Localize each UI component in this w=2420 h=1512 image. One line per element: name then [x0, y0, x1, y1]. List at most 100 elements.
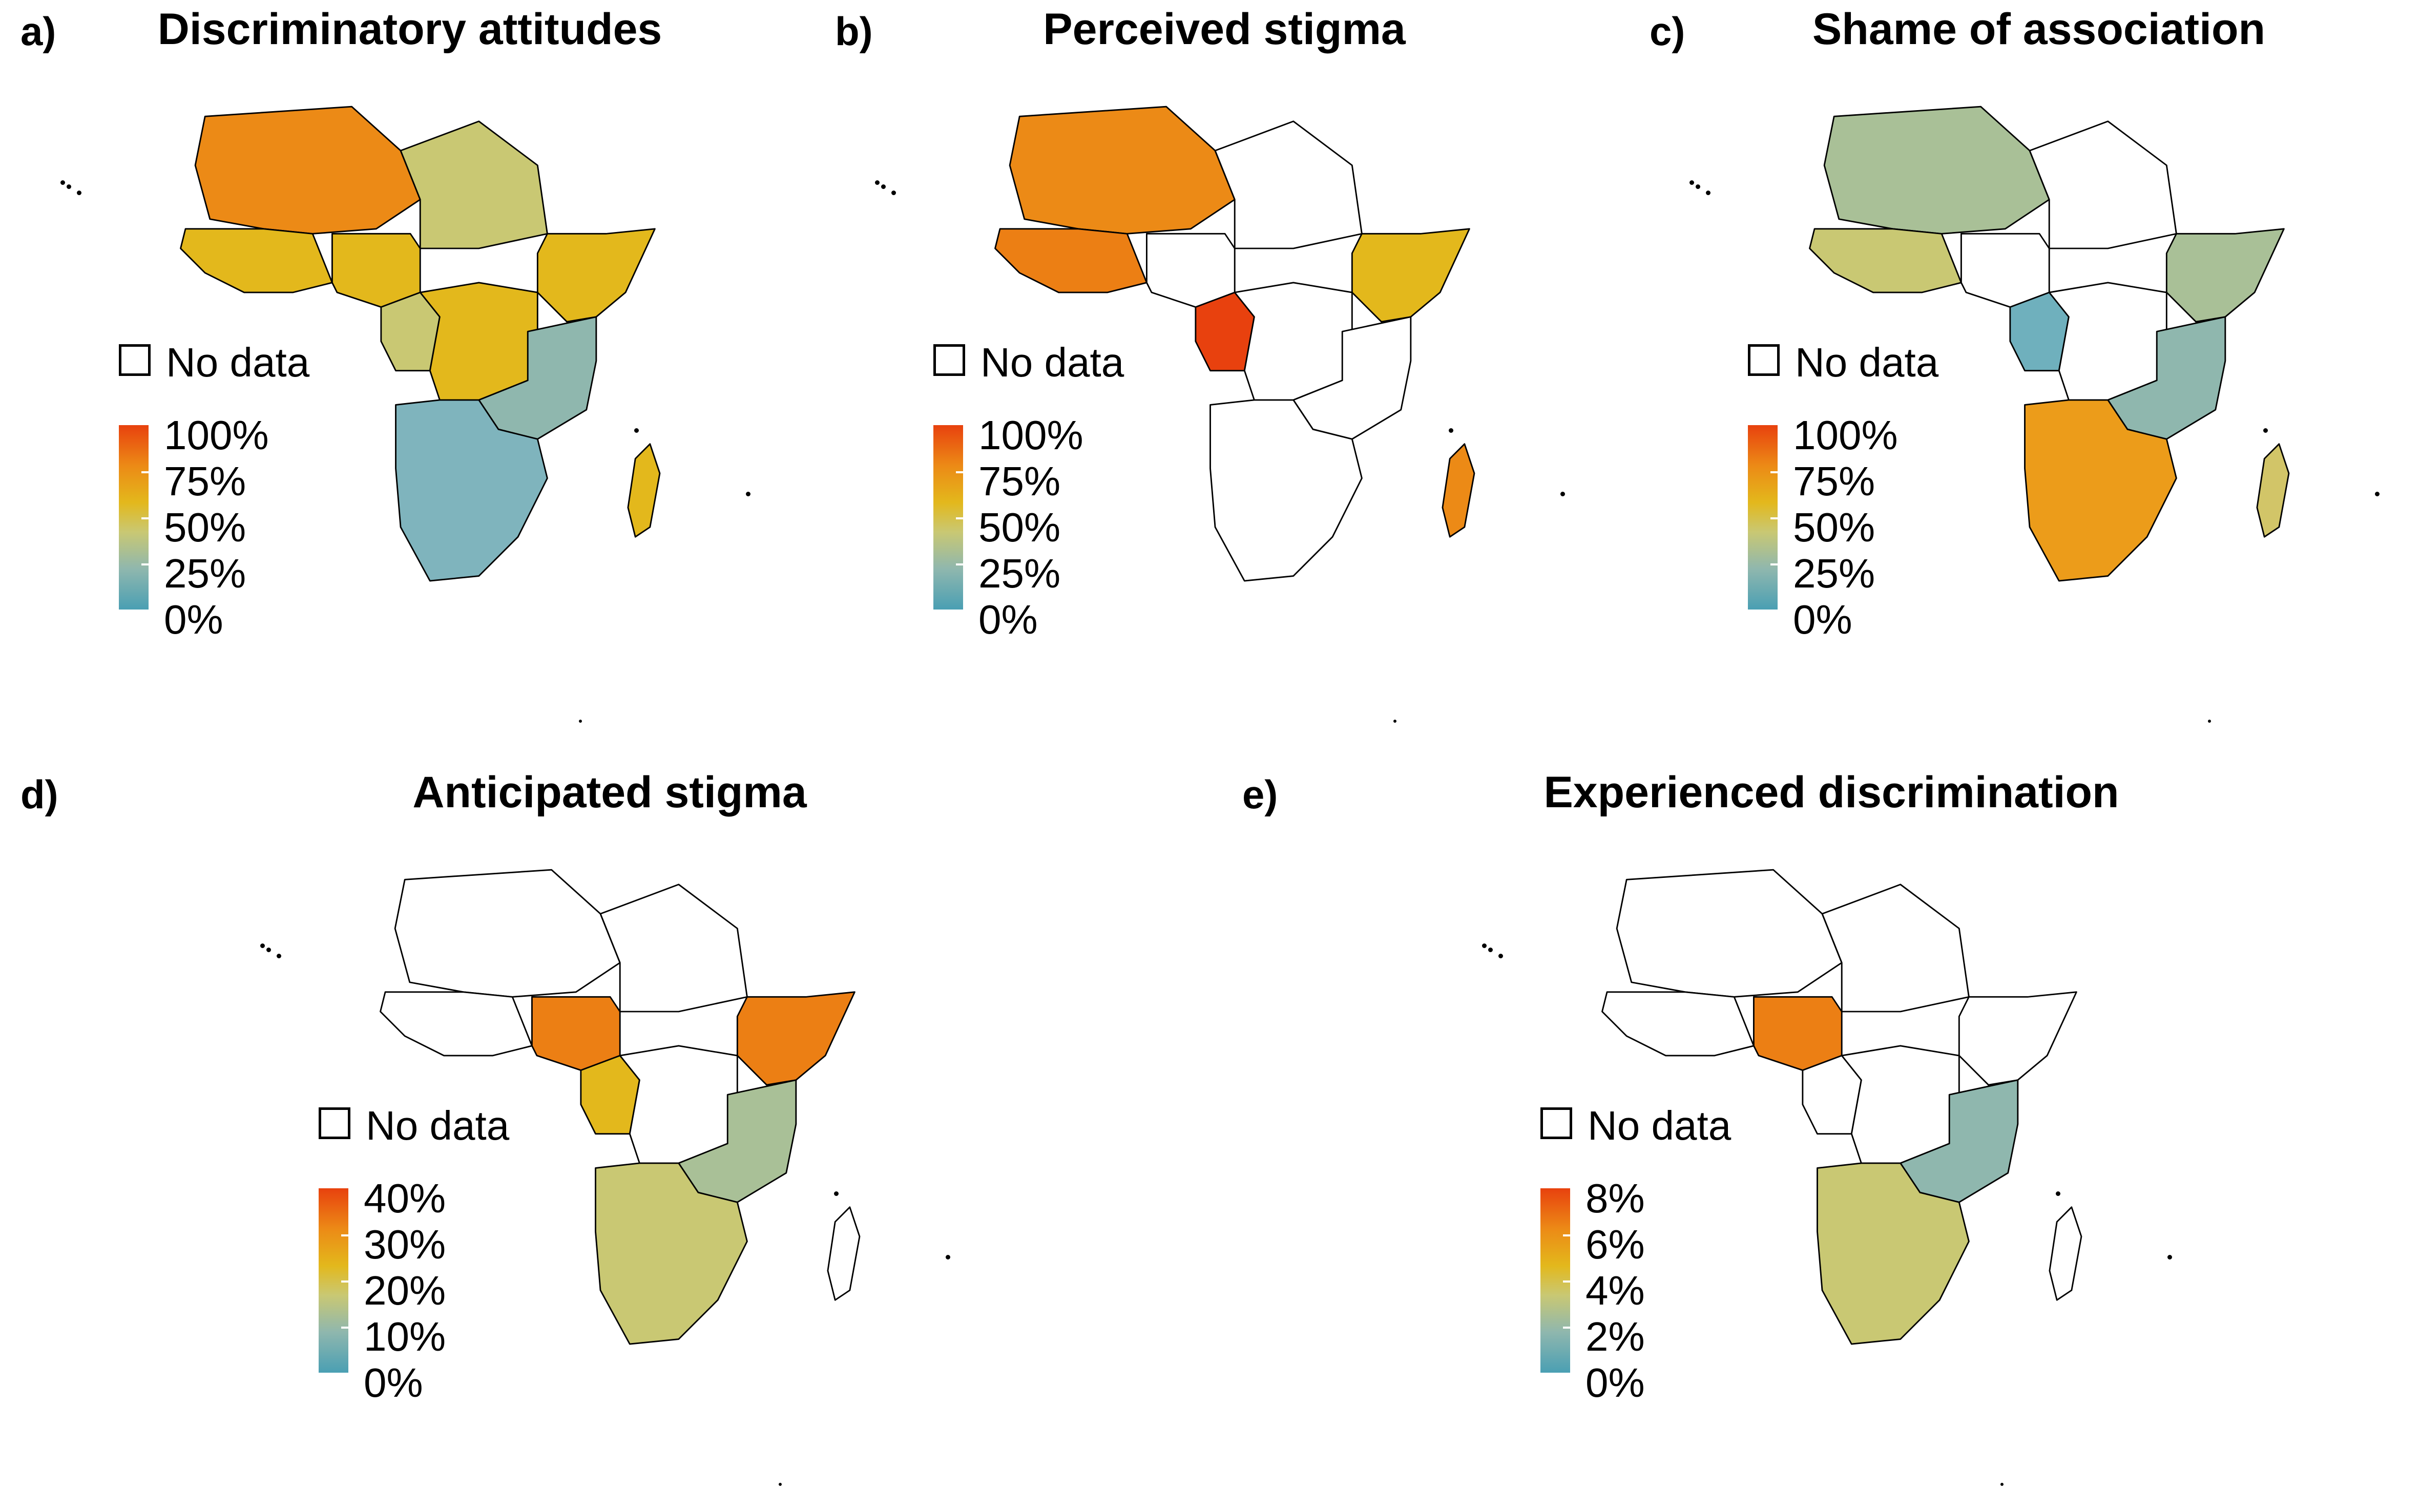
island-marker: [1393, 720, 1396, 723]
panel-letter: a): [20, 9, 56, 54]
scale-tick-mark: [956, 563, 963, 565]
scale-tick-label: 50%: [978, 505, 1061, 550]
scale-tick-label: 10%: [364, 1314, 446, 1359]
region-west: [380, 991, 533, 1057]
region-sahel-e: [400, 120, 548, 249]
scale-tick-label: 30%: [364, 1222, 446, 1267]
region-nigeria: [1145, 233, 1236, 308]
region-central: [619, 1045, 738, 1164]
island-marker: [2000, 1483, 2004, 1486]
island-marker: [1488, 948, 1493, 952]
island-marker: [834, 1191, 839, 1196]
region-southern: [1209, 399, 1363, 582]
panel-letter: c): [1650, 9, 1685, 54]
region-southern: [595, 1162, 748, 1345]
scale-tick-label: 0%: [1793, 597, 1852, 642]
region-madagascar: [2256, 443, 2290, 538]
panel-title: Anticipated stigma: [412, 768, 807, 817]
region-horn: [2165, 228, 2285, 323]
region-sahel-e: [599, 884, 748, 1013]
scale-tick-label: 8%: [1585, 1175, 1645, 1221]
island-marker: [1560, 492, 1565, 496]
region-central: [1841, 1045, 1960, 1164]
scale-tick-mark: [1770, 471, 1778, 473]
region-horn: [536, 228, 656, 323]
scale-tick-mark: [1563, 1327, 1570, 1329]
scale-tick-mark: [1770, 517, 1778, 519]
africa-map: [994, 106, 1475, 582]
region-horn: [1958, 991, 2077, 1086]
scale-tick-label: 20%: [364, 1268, 446, 1313]
region-west: [1601, 991, 1755, 1057]
map-panel-1: a) Discriminatory attitudes No data 100% 75%…: [0, 0, 799, 738]
region-sahel-w: [1616, 869, 1843, 998]
region-madagascar: [2049, 1206, 2082, 1301]
scale-tick-label: 0%: [164, 597, 223, 642]
no-data-label: No data: [1795, 340, 1939, 385]
region-sahel-w: [1823, 106, 2050, 235]
scale-tick-mark: [1563, 1234, 1570, 1236]
region-nigeria: [531, 996, 621, 1071]
region-madagascar: [627, 443, 661, 538]
island-marker: [2375, 492, 2380, 496]
island-marker: [2263, 428, 2268, 433]
map-panel-2: b) Perceived stigma No data 100% 75% 50% 25% 0%: [815, 0, 1614, 738]
panel-letter: b): [835, 9, 873, 54]
island-marker: [67, 184, 71, 189]
region-west: [180, 228, 333, 293]
scale-tick-label: 75%: [164, 458, 246, 504]
panel-title: Perceived stigma: [1043, 5, 1406, 54]
scale-tick-mark: [1563, 1280, 1570, 1283]
africa-map: [1809, 106, 2290, 582]
region-sahel-e: [1214, 120, 1363, 249]
island-marker: [2056, 1191, 2060, 1196]
no-data-swatch: [1540, 1107, 1572, 1139]
region-madagascar: [827, 1206, 861, 1301]
africa-map: [1601, 869, 2082, 1345]
island-marker: [2208, 720, 2211, 723]
region-sahel-w: [1009, 106, 1236, 235]
scale-tick-label: 4%: [1585, 1268, 1645, 1313]
island-marker: [881, 184, 886, 189]
panel-letter: d): [20, 772, 58, 817]
no-data-label: No data: [166, 340, 310, 385]
scale-tick-mark: [956, 517, 963, 519]
region-southern: [2024, 399, 2177, 582]
region-west: [994, 228, 1148, 293]
region-central: [2048, 282, 2167, 401]
island-marker: [1449, 428, 1453, 433]
region-horn: [1351, 228, 1470, 323]
region-west: [1809, 228, 1962, 293]
region-southern: [1817, 1162, 1970, 1345]
region-horn: [736, 991, 856, 1086]
island-marker: [634, 428, 639, 433]
region-southern: [395, 399, 548, 582]
panel-title: Experienced discrimination: [1543, 768, 2119, 817]
island-marker: [1482, 943, 1487, 948]
scale-tick-label: 25%: [164, 551, 246, 596]
no-data-swatch: [933, 344, 965, 376]
region-nigeria: [1753, 996, 1843, 1071]
panel-title: Shame of association: [1812, 5, 2266, 54]
no-data-swatch: [1748, 344, 1780, 376]
no-data-swatch: [319, 1107, 350, 1139]
no-data-label: No data: [980, 340, 1124, 385]
island-marker: [266, 948, 271, 952]
scale-tick-label: 0%: [978, 597, 1038, 642]
island-marker: [1689, 180, 1694, 185]
scale-tick-label: 75%: [1793, 458, 1875, 504]
island-marker: [260, 943, 265, 948]
region-sahel-e: [2029, 120, 2177, 249]
scale-tick-mark: [141, 471, 149, 473]
scale-tick-label: 100%: [164, 412, 269, 458]
panel-title: Discriminatory attitudes: [157, 5, 662, 54]
island-marker: [1696, 184, 1700, 189]
panel-letter: e): [1242, 772, 1278, 817]
island-marker: [60, 180, 65, 185]
scale-tick-label: 6%: [1585, 1222, 1645, 1267]
scale-tick-mark: [341, 1327, 348, 1329]
scale-tick-label: 2%: [1585, 1314, 1645, 1359]
scale-tick-mark: [341, 1280, 348, 1283]
scale-tick-label: 0%: [364, 1360, 423, 1405]
no-data-label: No data: [1588, 1103, 1731, 1148]
